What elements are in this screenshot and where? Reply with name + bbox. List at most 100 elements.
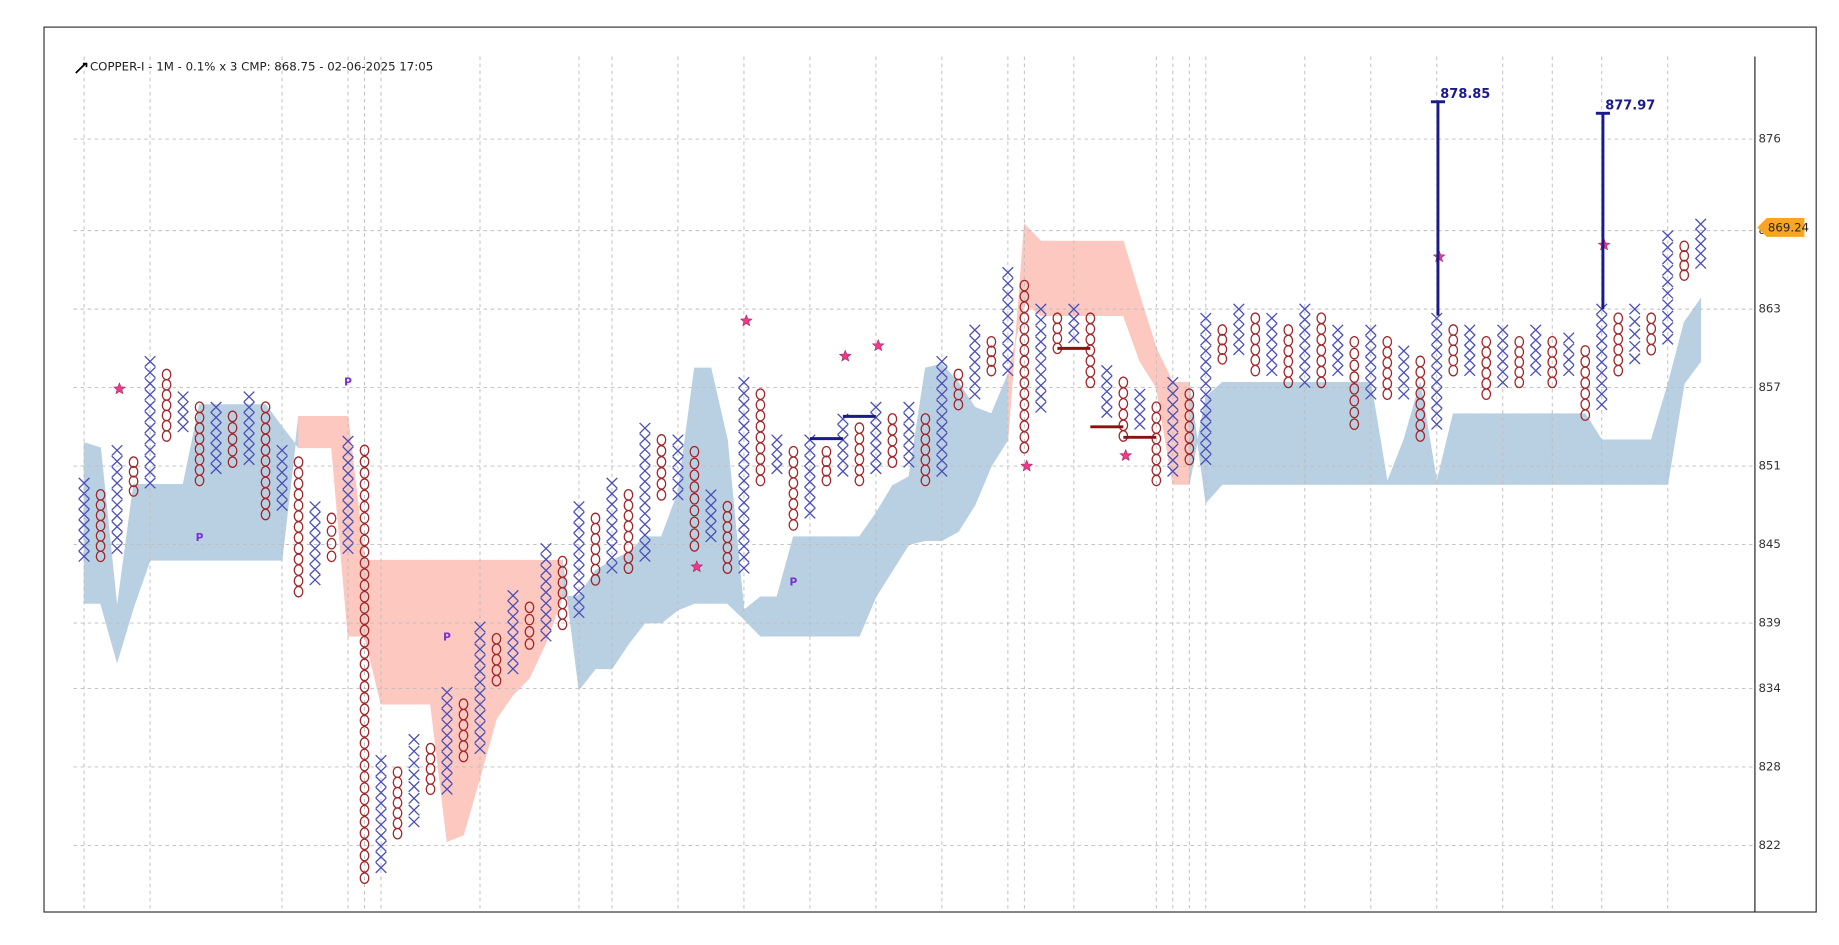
o-column [260, 401, 271, 521]
cloud-segment [958, 381, 976, 533]
star-marker [871, 339, 885, 352]
o-column [854, 422, 865, 487]
x-column [441, 686, 453, 795]
x-column [1694, 218, 1707, 269]
x-column [1035, 303, 1047, 413]
x-column [78, 477, 90, 563]
o-column [1283, 324, 1294, 389]
cloud-segment [1568, 413, 1586, 485]
star-marker [838, 349, 852, 362]
x-column [771, 434, 783, 475]
o-column [623, 489, 634, 574]
o-column [1316, 312, 1327, 389]
cloud-segment [1106, 240, 1124, 316]
o-column [293, 456, 304, 598]
pivot-label: P [344, 376, 352, 388]
cloud-segment [1601, 439, 1619, 485]
cloud-segment [1090, 240, 1108, 316]
chart-title: COPPER-I - 1M - 0.1% x 3 CMP: 868.75 - 0… [90, 60, 433, 74]
cloud-segment [248, 404, 266, 561]
o-column [359, 444, 370, 884]
x-column [111, 444, 123, 555]
x-column [1299, 303, 1311, 389]
target-label: 878.85 [1440, 87, 1490, 102]
x-column [507, 589, 519, 675]
cloud-segment [1271, 382, 1289, 485]
x-column [573, 500, 585, 619]
x-column [276, 444, 288, 511]
pivot-label: P [196, 532, 204, 544]
cloud-segment [149, 484, 167, 561]
x-column [1134, 388, 1146, 430]
star-marker [739, 314, 753, 327]
cmp-marker [1757, 218, 1805, 237]
marks: P P P P 878.85 877.97 [78, 87, 1707, 884]
cloud-segment [413, 559, 431, 705]
cloud-segment [265, 403, 283, 561]
o-column [194, 401, 205, 487]
o-column [1019, 279, 1030, 454]
o-column [689, 445, 700, 552]
cloud-segment [1057, 240, 1075, 316]
x-column [738, 376, 750, 574]
o-column [1580, 345, 1591, 421]
cloud-segment [1238, 382, 1256, 485]
cloud-segment [644, 536, 662, 624]
cloud-segment [842, 536, 860, 637]
x-column [1464, 324, 1476, 377]
cloud-segment [760, 596, 778, 637]
o-column [491, 632, 502, 687]
o-column [656, 434, 667, 501]
o-column [458, 698, 469, 763]
o-column [1217, 324, 1228, 365]
x-column [1431, 312, 1443, 430]
o-column [95, 489, 106, 563]
cloud-segment [1535, 413, 1553, 485]
o-column [227, 410, 238, 468]
cloud-segment [314, 416, 332, 449]
o-column [1415, 355, 1426, 442]
x-column [177, 391, 189, 433]
o-column [887, 413, 898, 468]
y-tick-label: 845 [1758, 537, 1780, 551]
x-column [408, 733, 420, 828]
x-column [936, 355, 948, 477]
cloud-segment [397, 559, 415, 705]
o-column [920, 413, 931, 487]
o-column [425, 742, 436, 795]
y-tick-label: 857 [1758, 380, 1780, 394]
y-tick-label: 839 [1758, 616, 1780, 630]
x-column [1233, 303, 1245, 356]
o-column [1250, 312, 1261, 377]
star-marker [690, 560, 704, 573]
star-marker [1020, 459, 1034, 472]
o-column [1382, 336, 1393, 400]
cmp-label: 869.24 [1768, 221, 1809, 235]
y-tick-label: 863 [1758, 302, 1780, 316]
x-column [705, 489, 717, 543]
cloud-segment [1353, 382, 1372, 485]
o-column [326, 512, 337, 563]
x-column [1068, 303, 1080, 344]
cloud-segment [1287, 382, 1306, 485]
x-column [1628, 303, 1641, 365]
o-column [392, 766, 403, 840]
cloud-segment [1304, 382, 1322, 485]
pivot-label: P [790, 576, 798, 588]
x-column [309, 500, 321, 586]
y-tick-label: 828 [1758, 759, 1780, 773]
cloud-segment [1337, 382, 1355, 485]
x-column [1101, 364, 1113, 419]
x-column [1332, 324, 1344, 377]
cloud-segment [1320, 382, 1339, 485]
x-column [1562, 332, 1575, 377]
x-column [144, 355, 156, 489]
x-column [474, 621, 486, 755]
y-tick-label: 851 [1758, 459, 1780, 473]
o-column [722, 500, 733, 574]
star-marker [113, 382, 126, 395]
x-column [1661, 230, 1674, 345]
o-column [524, 601, 535, 650]
